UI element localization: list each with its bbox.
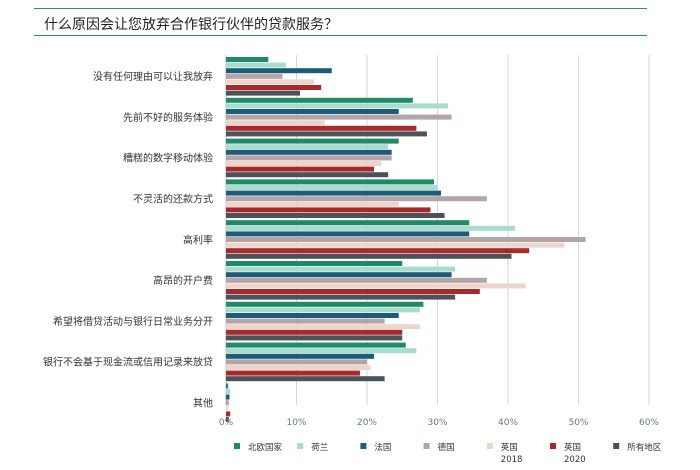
bar [226,261,403,266]
category-label: 糟糕的数字移动体验 [123,152,213,165]
legend-label: 所有地区 [627,442,662,453]
bar [226,417,229,422]
title-rule-top [34,8,647,9]
bar [226,144,389,150]
bar [226,185,438,190]
category-label: 高昂的开户费 [153,274,213,287]
bar [226,155,392,161]
category-label: 高利率 [183,233,213,246]
bar [226,201,399,207]
bar [226,266,456,272]
bar [226,97,413,103]
bar [226,411,231,417]
bar [226,109,399,114]
bar [226,370,360,376]
bar [226,389,231,394]
bar [226,376,385,382]
legend-label: 法国 [374,442,391,453]
category-label: 其他 [193,397,213,410]
bar [226,166,375,172]
category-label: 希望将借贷活动与银行日常业务分开 [53,315,213,328]
bar [226,120,325,126]
bar [226,179,434,185]
bar [226,57,269,62]
title-rule-bottom [34,35,647,36]
legend-swatch [423,443,430,449]
bar [226,114,452,120]
bar [226,79,315,85]
x-tick-label: 60% [639,418,659,428]
bar [226,277,487,283]
bar [226,253,512,259]
category-label: 先前不好的服务体验 [123,111,213,124]
legend-label: 荷兰 [311,442,328,453]
category-label: 不灵活的还款方式 [133,193,213,206]
legend-swatch [486,443,493,449]
bar [226,62,286,68]
bar [226,307,420,313]
x-tick-label: 20% [357,418,377,428]
bar [226,313,399,318]
bar [226,220,470,226]
legend-label: 英国 2020 [564,442,586,465]
category-label: 银行不会基于现金流或信用记录来放贷 [43,356,213,369]
bar [226,324,420,330]
bar [226,161,382,166]
bar [226,283,526,289]
bar [226,207,431,213]
bar [226,85,322,90]
bar [226,103,449,109]
bar [226,190,442,196]
bar [226,294,456,300]
legend-swatch [234,443,240,449]
category-label: 没有任何理由可以让我放弃 [93,70,213,83]
legend-label: 北欧国家 [248,442,283,453]
bar [226,131,427,137]
x-tick-label: 10% [286,418,306,428]
bar [226,172,389,178]
bar [226,318,385,324]
bar [226,73,283,79]
bar [226,138,399,144]
bar [226,405,229,411]
bar [226,335,403,341]
legend-swatch [550,443,556,449]
bar [226,125,417,131]
bar [226,400,229,406]
bar [226,90,301,96]
x-tick-label: 0% [219,418,234,428]
bar [226,383,229,389]
bar [226,196,487,202]
bar [226,301,424,307]
bar [226,213,445,218]
bar [226,342,406,348]
bar [226,348,417,354]
bar [226,248,530,254]
bar [226,242,565,248]
bar [226,394,230,400]
bar [226,353,375,359]
legend-swatch [360,443,367,449]
x-tick-label: 40% [498,418,518,428]
bar [226,225,516,231]
bar [226,329,403,335]
bar [226,237,586,242]
legend-label: 英国 2018 [501,442,523,465]
legend-swatch [613,443,620,449]
legend-label: 德国 [438,442,455,453]
bar [226,149,392,155]
bar [226,289,480,294]
bar [226,359,367,365]
chart-title: 什么原因会让您放弃合作银行伙伴的贷款服务？ [44,17,338,33]
x-tick-label: 50% [568,418,588,428]
bar [226,272,452,278]
bar [226,68,332,74]
bar [226,231,470,237]
x-tick-label: 30% [427,418,447,428]
legend-swatch [297,443,304,449]
bar [226,365,371,370]
